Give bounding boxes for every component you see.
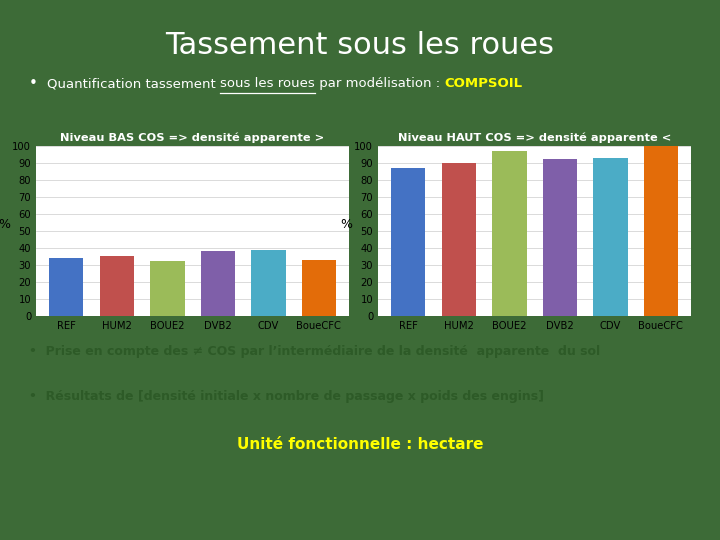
Text: Tassement sous les roues: Tassement sous les roues	[166, 31, 554, 60]
Bar	[302, 260, 336, 316]
Text: par modélisation :: par modélisation :	[315, 77, 444, 90]
Text: sous les roues: sous les roues	[220, 77, 315, 90]
Text: COMPSOIL: COMPSOIL	[444, 77, 522, 90]
Bar	[492, 151, 526, 316]
Text: Niveau BAS COS => densité apparente >: Niveau BAS COS => densité apparente >	[60, 133, 325, 143]
Text: Unité fonctionnelle : hectare: Unité fonctionnelle : hectare	[237, 437, 483, 451]
Text: Quantification tassement: Quantification tassement	[47, 77, 220, 90]
Bar	[593, 158, 628, 316]
Text: •: •	[29, 76, 37, 91]
Bar	[644, 146, 678, 316]
Text: •  Résultats de [densité initiale x nombre de passage x poids des engins]: • Résultats de [densité initiale x nombr…	[29, 390, 544, 403]
Bar	[150, 261, 184, 316]
Y-axis label: %: %	[0, 218, 11, 231]
Bar	[543, 159, 577, 316]
Bar	[49, 258, 84, 316]
Bar	[201, 251, 235, 316]
Bar	[441, 163, 476, 316]
Bar	[391, 168, 426, 316]
Y-axis label: %: %	[341, 218, 353, 231]
Text: •  Prise en compte des ≠ COS par l’intermédiaire de la densité  apparente  du so: • Prise en compte des ≠ COS par l’interm…	[29, 345, 600, 358]
Bar	[99, 256, 134, 316]
Text: Niveau HAUT COS => densité apparente <: Niveau HAUT COS => densité apparente <	[398, 133, 671, 143]
Bar	[251, 249, 286, 316]
